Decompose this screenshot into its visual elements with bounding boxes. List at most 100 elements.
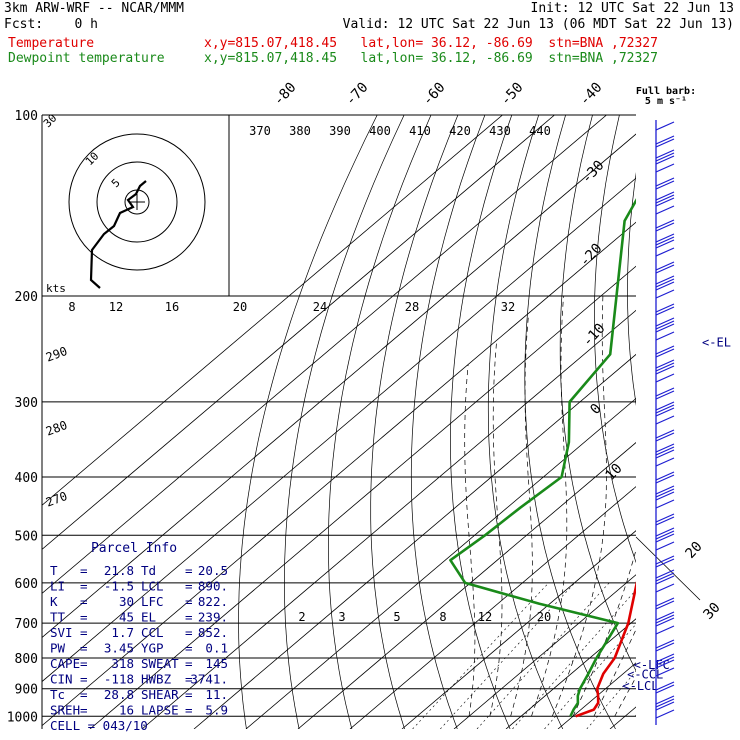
parcel-equals: = (185, 641, 193, 656)
parcel-value: 822. (198, 594, 228, 609)
wind-barb-flag (655, 275, 675, 285)
wind-barb (655, 709, 675, 719)
mixing-ratio-label: 32 (501, 300, 515, 314)
wind-barb-flag (655, 320, 675, 330)
pressure-tick-label: 300 (15, 396, 38, 411)
parcel-label: LCL (141, 579, 164, 594)
wind-barb (655, 695, 675, 711)
wind-barb-flag (655, 152, 675, 162)
wind-barb-flag (655, 401, 675, 411)
wind-barb-flag (655, 530, 675, 540)
dry-adiabat (487, 115, 564, 729)
parcel-label: HWBZ (141, 672, 172, 687)
wind-barb-flag (655, 387, 675, 397)
isotherm-line (401, 530, 636, 729)
mixing-ratio-label: 20 (233, 300, 247, 314)
dry-adiabat (238, 115, 378, 729)
parcel-value: 11. (205, 687, 228, 702)
parcel-value: 16 (119, 703, 134, 718)
parcel-label: K (50, 594, 58, 609)
wind-barb (655, 247, 675, 257)
wind-barb-flag (655, 264, 675, 274)
mixing-ratio-label: 12 (109, 300, 123, 314)
parcel-value: 0.1 (205, 641, 228, 656)
parcel-equals: = (185, 579, 193, 594)
wind-barb-flag (655, 614, 675, 624)
hodograph-trace (89, 180, 147, 289)
wind-barb (655, 345, 675, 358)
parcel-label: SREH (50, 703, 80, 718)
wind-barb (655, 499, 675, 509)
wind-barb (655, 289, 675, 299)
isotherm-label: -20 (577, 241, 606, 270)
wind-barb-flag (655, 365, 675, 375)
isotherm-label: 20 (682, 539, 705, 562)
theta-e-label: 370 (249, 124, 271, 138)
hodograph-corner-label: 30 (41, 112, 60, 131)
parcel-value: -118 (104, 672, 134, 687)
parcel-label: YGP (141, 641, 164, 656)
wind-barb (655, 303, 675, 316)
mixing-ratio-lower-label: 5 (393, 610, 400, 624)
moist-adiabat (551, 295, 607, 717)
wind-barb (655, 359, 675, 375)
wind-barb-flag (655, 572, 675, 582)
wind-barb-flag (655, 575, 675, 585)
parcel-label: SVI (50, 625, 73, 640)
full-barb-unit: 5 m s⁻¹ (645, 96, 687, 107)
isotherm-line (453, 574, 636, 729)
wind-barb-flag (655, 659, 675, 669)
dry-adiabat-label: 270 (44, 489, 69, 510)
wind-barb-flag (655, 233, 675, 243)
level-marker-label: <-LFC (634, 658, 670, 672)
mixing-ratio-lower-label: 3 (338, 610, 345, 624)
dry-adiabat (328, 115, 432, 729)
parcel-equals: = (185, 563, 193, 578)
pressure-tick-label: 200 (15, 290, 38, 305)
isotherm-label: -40 (577, 80, 606, 109)
theta-e-label: 390 (329, 124, 351, 138)
pressure-tick-label: 800 (15, 652, 38, 667)
wind-barb-flag (655, 457, 675, 467)
wind-barb (655, 331, 675, 341)
wind-barb-flag (655, 709, 675, 719)
mixing-ratio-label: 16 (165, 300, 179, 314)
dewpoint-legend: Dewpoint temperature (8, 51, 165, 66)
wind-barb (655, 219, 675, 232)
wind-barb-flag (655, 698, 675, 708)
hodograph-ring (96, 161, 178, 243)
theta-e-label: 420 (449, 124, 471, 138)
wind-barb (655, 135, 675, 148)
hodograph-ring (68, 133, 206, 271)
wind-barb (655, 121, 675, 131)
wind-barb-flag (655, 667, 675, 677)
wind-barb (655, 163, 675, 173)
parcel-value: 5.9 (205, 703, 228, 718)
wind-barb-flag (655, 625, 675, 635)
init-time: Init: 12 UTC Sat 22 Jun 13 (530, 1, 735, 16)
wind-barb-flag (655, 617, 675, 627)
wind-barb-flag (655, 163, 675, 173)
wind-barb-flag (655, 600, 675, 610)
wind-barb (655, 205, 675, 215)
parcel-label: PW (50, 641, 66, 656)
wind-barb-flag (655, 261, 675, 271)
wind-barb-flag (655, 180, 675, 190)
wind-barb (655, 429, 675, 442)
parcel-equals: = (185, 672, 193, 687)
dry-adiabat (524, 115, 616, 729)
full-barb-label: Full barb: (636, 86, 696, 97)
mixing-ratio-line (440, 582, 575, 729)
parcel-value: 21.8 (104, 563, 134, 578)
isotherm-line (42, 221, 636, 727)
level-marker-label: <-LCL (622, 679, 658, 693)
dry-adiabat-label: 280 (44, 418, 69, 439)
wind-barb-flag (655, 191, 675, 201)
hodograph-ring-label: 10 (83, 150, 102, 169)
parcel-label: LI (50, 579, 65, 594)
pressure-tick-label: 100 (15, 109, 38, 124)
wind-barb-flag (655, 278, 675, 288)
wind-barb (655, 233, 675, 249)
parcel-equals: = (80, 641, 88, 656)
parcel-value: 30 (119, 594, 134, 609)
